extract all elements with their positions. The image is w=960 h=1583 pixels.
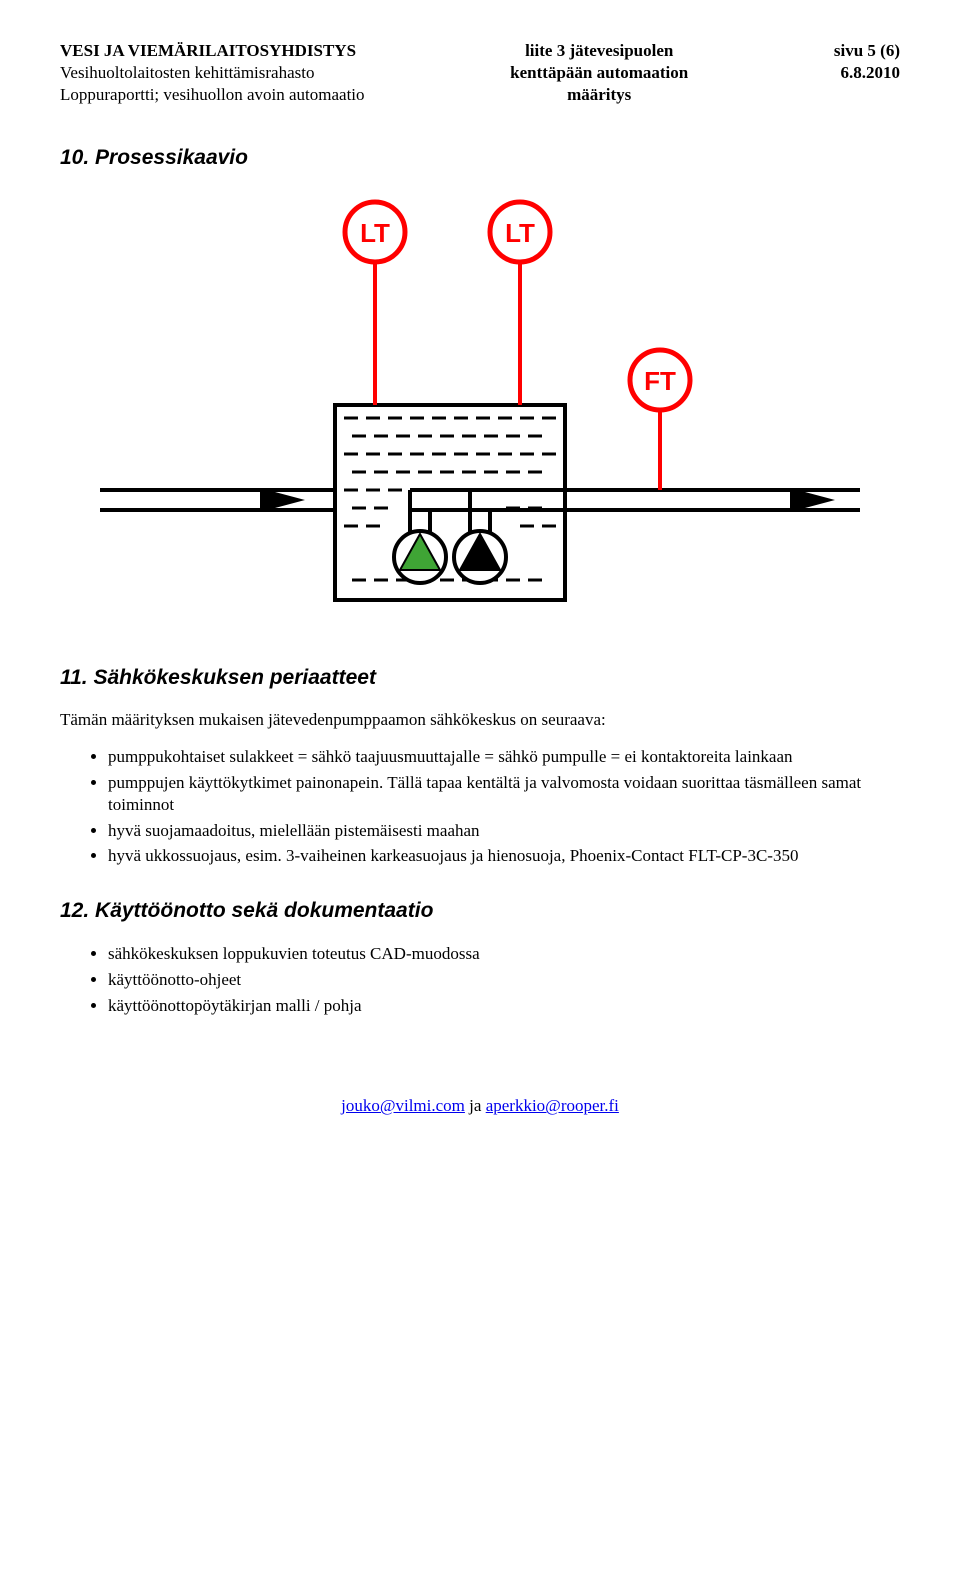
ft-label: FT xyxy=(644,366,676,396)
list-item: käyttöönotto-ohjeet xyxy=(108,969,900,991)
list-item: sähkökeskuksen loppukuvien toteutus CAD-… xyxy=(108,943,900,965)
page-header: VESI JA VIEMÄRILAITOSYHDISTYS Vesihuolto… xyxy=(60,40,900,106)
process-diagram: LT LT FT xyxy=(60,190,900,630)
header-left-line1: VESI JA VIEMÄRILAITOSYHDISTYS xyxy=(60,40,365,62)
footer-joiner: ja xyxy=(465,1096,486,1115)
list-item: hyvä ukkossuojaus, esim. 3-vaiheinen kar… xyxy=(108,845,900,867)
list-item: hyvä suojamaadoitus, mielellään pistemäi… xyxy=(108,820,900,842)
lt2-label: LT xyxy=(505,218,535,248)
header-right: sivu 5 (6) 6.8.2010 xyxy=(834,40,900,106)
section-11-title: 11. Sähkökeskuksen periaatteet xyxy=(60,666,900,690)
footer-email-2[interactable]: aperkkio@rooper.fi xyxy=(486,1096,619,1115)
list-item: pumppukohtaiset sulakkeet = sähkö taajuu… xyxy=(108,746,900,768)
page-footer: jouko@vilmi.com ja aperkkio@rooper.fi xyxy=(60,1096,900,1116)
header-right-line2: 6.8.2010 xyxy=(834,62,900,84)
header-center-line2: kenttäpään automaation xyxy=(510,62,688,84)
header-center-line1: liite 3 jätevesipuolen xyxy=(510,40,688,62)
list-item: pumppujen käyttökytkimet painonapein. Tä… xyxy=(108,772,900,816)
header-left-line3: Loppuraportti; vesihuollon avoin automaa… xyxy=(60,84,365,106)
section-10-title: 10. Prosessikaavio xyxy=(60,146,900,170)
list-item: käyttöönottopöytäkirjan malli / pohja xyxy=(108,995,900,1017)
footer-email-1[interactable]: jouko@vilmi.com xyxy=(341,1096,465,1115)
header-left: VESI JA VIEMÄRILAITOSYHDISTYS Vesihuolto… xyxy=(60,40,365,106)
section-12-title: 12. Käyttöönotto sekä dokumentaatio xyxy=(60,899,900,923)
section-12-list: sähkökeskuksen loppukuvien toteutus CAD-… xyxy=(60,943,900,1016)
header-center-line3: määritys xyxy=(510,84,688,106)
section-11-list: pumppukohtaiset sulakkeet = sähkö taajuu… xyxy=(60,746,900,867)
header-center: liite 3 jätevesipuolen kenttäpään automa… xyxy=(510,40,688,106)
lt1-label: LT xyxy=(360,218,390,248)
process-diagram-svg: LT LT FT xyxy=(100,190,860,630)
header-right-line1: sivu 5 (6) xyxy=(834,40,900,62)
header-left-line2: Vesihuoltolaitosten kehittämisrahasto xyxy=(60,62,365,84)
section-11-lead: Tämän määrityksen mukaisen jätevedenpump… xyxy=(60,710,900,730)
